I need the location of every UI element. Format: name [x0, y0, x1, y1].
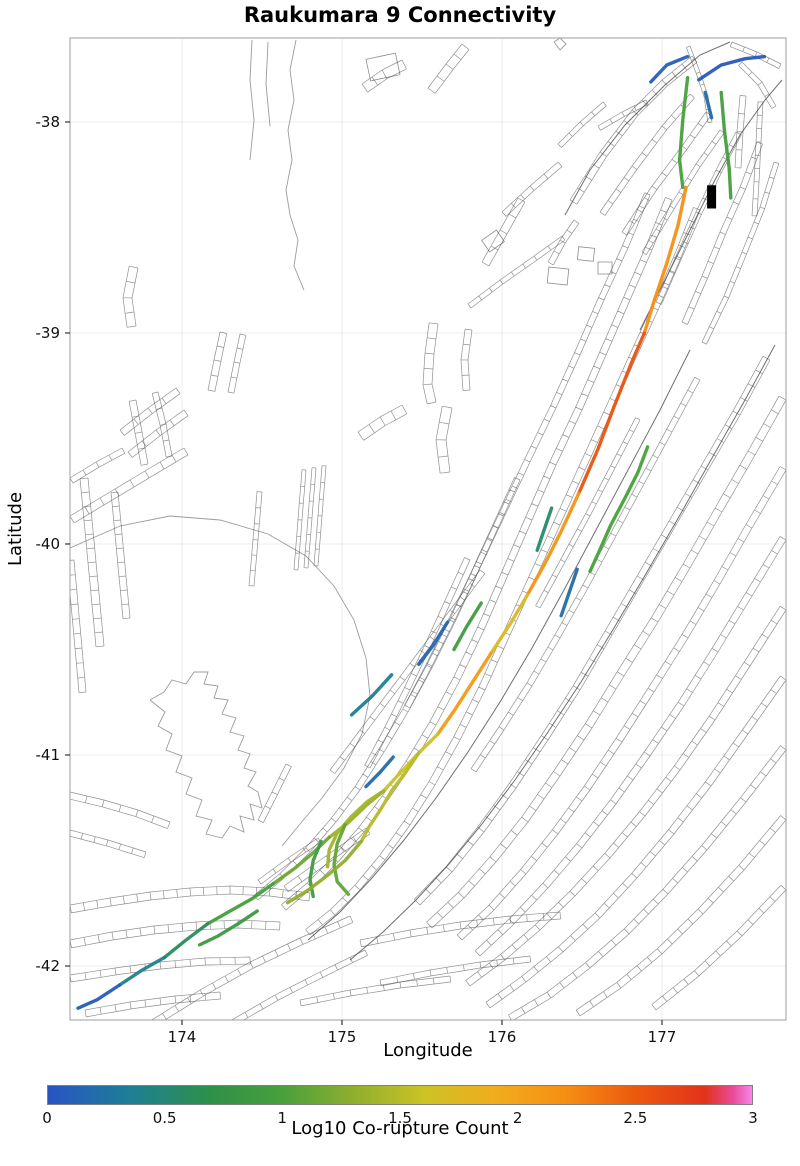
y-tick-label: -39: [35, 323, 61, 342]
colorbar-tick-label: 2.5: [623, 1109, 648, 1127]
y-tick-label: -40: [35, 534, 61, 553]
x-tick-label: 176: [487, 1028, 517, 1046]
colorbar-tick-label: 0: [42, 1109, 52, 1127]
y-tick-label: -41: [35, 745, 61, 764]
colorbar-tick-label: 2: [512, 1109, 523, 1127]
x-axis-label: Longitude: [383, 1040, 473, 1061]
colorbar-label: Log10 Co-rupture Count: [291, 1118, 509, 1139]
colorbar-tick-label: 1.5: [388, 1109, 412, 1127]
plot-title: Raukumara 9 Connectivity: [243, 3, 557, 27]
x-tick-label: 177: [647, 1028, 677, 1046]
colorbar-tick-label: 1: [277, 1109, 288, 1127]
x-tick-label: 174: [167, 1028, 197, 1046]
y-tick-label: -42: [35, 956, 61, 975]
colorbar-tick-label: 3: [748, 1109, 758, 1127]
colorbar-tick-label: 0.5: [152, 1109, 177, 1127]
y-tick-label: -38: [35, 112, 61, 131]
colorbar: [47, 1085, 753, 1105]
x-tick-label: 175: [327, 1028, 357, 1046]
